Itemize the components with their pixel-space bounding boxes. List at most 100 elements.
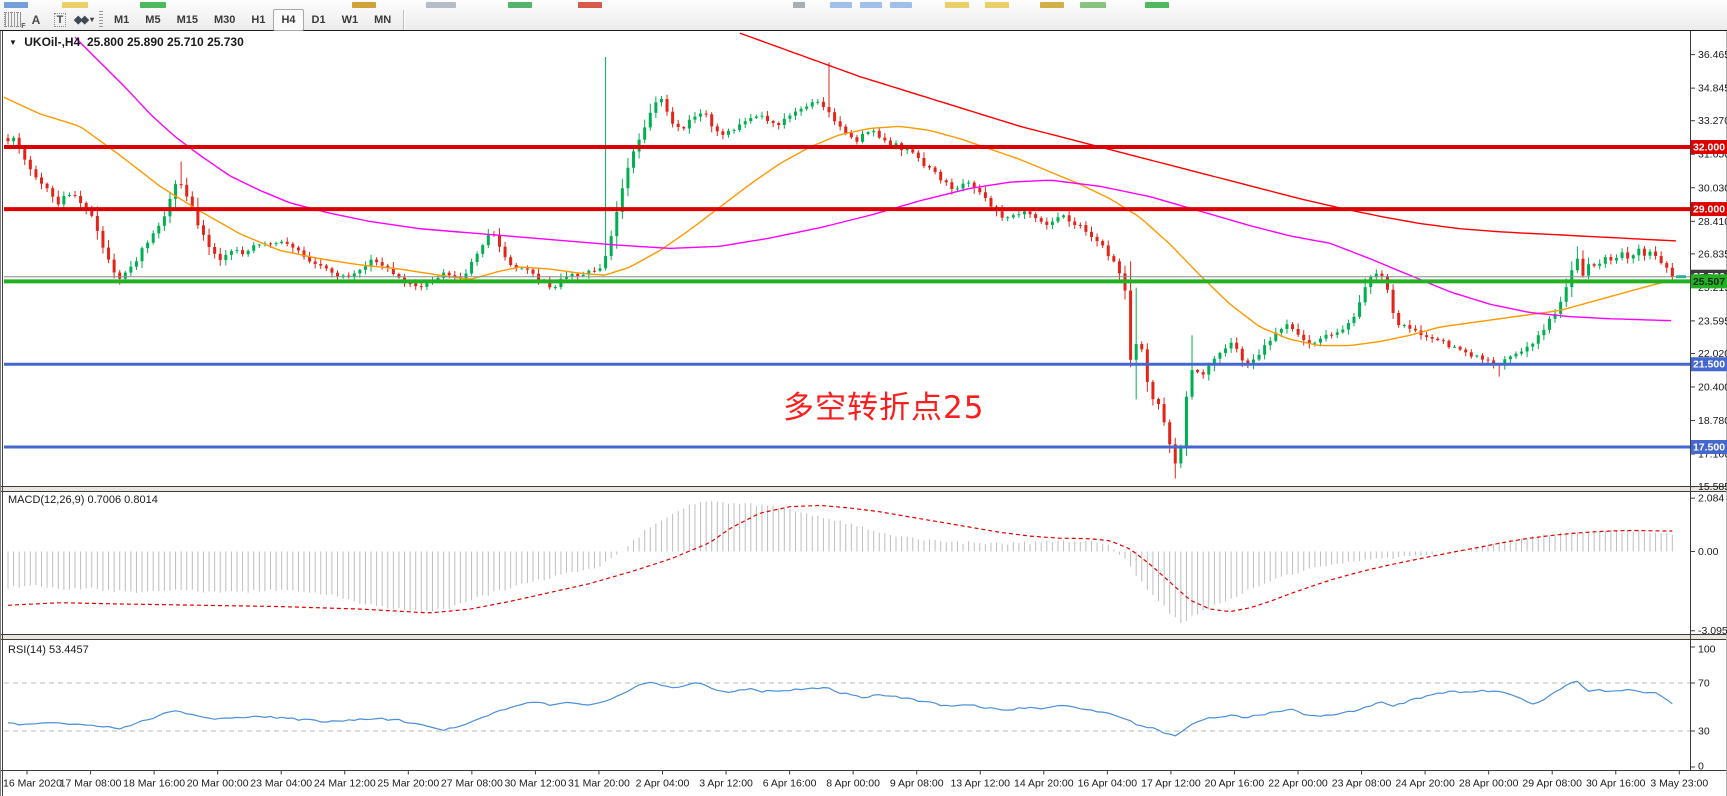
svg-text:16 Apr 04:00: 16 Apr 04:00 (1078, 778, 1138, 790)
svg-text:13 Apr 12:00: 13 Apr 12:00 (950, 778, 1010, 790)
svg-text:3 Apr 12:00: 3 Apr 12:00 (699, 778, 753, 790)
svg-text:14 Apr 20:00: 14 Apr 20:00 (1014, 778, 1074, 790)
shapes-icon[interactable]: ◆◆ ▾ (74, 14, 94, 26)
price-scale[interactable]: 36.46534.84533.27031.65030.03028.41026.8… (1690, 49, 1727, 773)
timeframe-button-M15[interactable]: M15 (176, 13, 198, 26)
svg-text:31 Mar 20:00: 31 Mar 20:00 (568, 778, 630, 790)
add-indicator-icon[interactable] (1145, 2, 1169, 8)
zoom-tool-icon[interactable] (62, 2, 88, 8)
symbol-period-label: UKOil-,H4 (24, 35, 81, 49)
list-icon[interactable] (793, 2, 805, 8)
macd-layer (7, 501, 1673, 623)
svg-text:28.410: 28.410 (1698, 216, 1727, 228)
svg-text:23.595: 23.595 (1698, 315, 1727, 327)
price-badge-21.500: 21.500 (1691, 357, 1727, 372)
svg-text:26.835: 26.835 (1698, 248, 1727, 260)
svg-text:29 Apr 08:00: 29 Apr 08:00 (1522, 778, 1582, 790)
svg-text:15.585: 15.585 (1698, 481, 1727, 493)
svg-text:0.00: 0.00 (1698, 546, 1719, 558)
toolbar-grip-handle[interactable] (99, 10, 103, 29)
svg-text:20.400: 20.400 (1698, 382, 1727, 394)
svg-text:32.000: 32.000 (1693, 142, 1725, 154)
crosshair-grid-icon[interactable]: F (2, 11, 26, 30)
svg-text:25 Mar 20:00: 25 Mar 20:00 (377, 778, 439, 790)
svg-text:20 Mar 00:00: 20 Mar 00:00 (187, 778, 249, 790)
rsi-indicator-label: RSI(14) 53.4457 (8, 644, 89, 656)
timeframe-button-D1[interactable]: D1 (311, 13, 326, 26)
chart-window-icon[interactable] (4, 2, 28, 8)
timeframe-button-MN[interactable]: MN (374, 13, 392, 26)
rsi-layer (4, 680, 1690, 737)
svg-text:34.845: 34.845 (1698, 83, 1727, 95)
svg-text:30: 30 (1698, 726, 1710, 738)
symbol-dropdown-triangle-icon[interactable]: ▼ (9, 38, 17, 47)
zoom-in-icon[interactable] (945, 2, 969, 8)
svg-text:17.500: 17.500 (1693, 442, 1725, 454)
zoom-out-icon[interactable] (985, 2, 1009, 8)
svg-text:33.270: 33.270 (1698, 115, 1727, 127)
svg-text:23 Apr 08:00: 23 Apr 08:00 (1332, 778, 1392, 790)
price-badge-29.000: 29.000 (1691, 202, 1727, 217)
svg-text:24 Apr 20:00: 24 Apr 20:00 (1395, 778, 1455, 790)
price-badge-32.000: 32.000 (1691, 140, 1727, 154)
indicator-icon[interactable] (352, 2, 376, 8)
timeframe-button-M5[interactable]: M5 (145, 13, 161, 26)
svg-text:36.465: 36.465 (1698, 49, 1727, 61)
toolbar-separator (403, 9, 406, 30)
svg-text:70: 70 (1698, 678, 1710, 690)
svg-text:100: 100 (1698, 644, 1716, 656)
svg-text:9 Apr 08:00: 9 Apr 08:00 (890, 778, 944, 790)
line-chart-icon[interactable] (890, 2, 912, 8)
moving-averages-layer (4, 32, 1677, 347)
new-order-icon[interactable] (140, 2, 166, 8)
svg-text:23 Mar 04:00: 23 Mar 04:00 (250, 778, 312, 790)
svg-text:17 Apr 12:00: 17 Apr 12:00 (1141, 778, 1201, 790)
svg-text:25.507: 25.507 (1693, 276, 1725, 288)
timeframe-button-H1[interactable]: H1 (251, 13, 266, 26)
svg-text:29.000: 29.000 (1693, 204, 1725, 216)
price-badge-17.500: 17.500 (1691, 440, 1727, 455)
svg-text:30.030: 30.030 (1698, 182, 1727, 194)
forward-icon[interactable] (508, 2, 532, 8)
auto-scroll-icon[interactable] (1040, 2, 1064, 8)
print-icon[interactable] (426, 2, 456, 8)
svg-text:20 Apr 16:00: 20 Apr 16:00 (1205, 778, 1265, 790)
svg-text:18.780: 18.780 (1698, 415, 1727, 427)
timeframe-button-group: M1 M5 M15 M30 H1 H4 D1 W1 MN (106, 8, 399, 31)
svg-text:30 Mar 12:00: 30 Mar 12:00 (504, 778, 566, 790)
svg-text:27 Mar 08:00: 27 Mar 08:00 (441, 778, 503, 790)
svg-text:0: 0 (1698, 761, 1704, 773)
svg-text:2 Apr 04:00: 2 Apr 04:00 (636, 778, 690, 790)
chart-text-annotation[interactable]: 多空转折点25 (783, 390, 985, 426)
chevron-down-icon: ▾ (89, 15, 94, 24)
macd-indicator-label: MACD(12,26,9) 0.7006 0.8014 (8, 494, 158, 506)
svg-text:22 Apr 00:00: 22 Apr 00:00 (1268, 778, 1328, 790)
timeframe-button-H4[interactable]: H4 (273, 8, 304, 31)
timeframe-button-W1[interactable]: W1 (341, 13, 359, 26)
timeframe-button-M1[interactable]: M1 (114, 13, 130, 26)
toolbar-cropped-icon-row (0, 0, 1727, 8)
text-annotation-icon[interactable]: A (31, 12, 41, 27)
stop-icon[interactable] (578, 2, 602, 8)
horizontal-lines-layer[interactable] (4, 145, 1690, 449)
svg-text:2.084: 2.084 (1698, 493, 1724, 505)
candle-chart-icon[interactable] (860, 2, 882, 8)
bar-chart-icon[interactable] (830, 2, 852, 8)
timeframe-button-M30[interactable]: M30 (213, 13, 236, 26)
toolbar: F A T ◆◆ ▾ M1 M5 M15 M30 H1 H4 D1 W1 MN (0, 0, 1727, 31)
svg-text:30 Apr 16:00: 30 Apr 16:00 (1586, 778, 1646, 790)
text-box-icon[interactable]: T (50, 11, 70, 29)
price-badge-25.507: 25.507 (1691, 274, 1727, 289)
svg-text:6 Apr 16:00: 6 Apr 16:00 (763, 778, 817, 790)
toolbar-tool-row: F A T ◆◆ ▾ M1 M5 M15 M30 H1 H4 D1 W1 MN (0, 8, 409, 31)
ohlc-values: 25.800 25.890 25.710 25.730 (86, 35, 244, 49)
chart-shift-icon[interactable] (1080, 2, 1106, 8)
svg-text:17 Mar 08:00: 17 Mar 08:00 (60, 778, 122, 790)
svg-text:21.500: 21.500 (1693, 359, 1725, 371)
svg-text:3 May 23:00: 3 May 23:00 (1650, 778, 1708, 790)
svg-text:16 Mar 2020: 16 Mar 2020 (3, 778, 62, 790)
svg-text:28 Apr 00:00: 28 Apr 00:00 (1459, 778, 1519, 790)
